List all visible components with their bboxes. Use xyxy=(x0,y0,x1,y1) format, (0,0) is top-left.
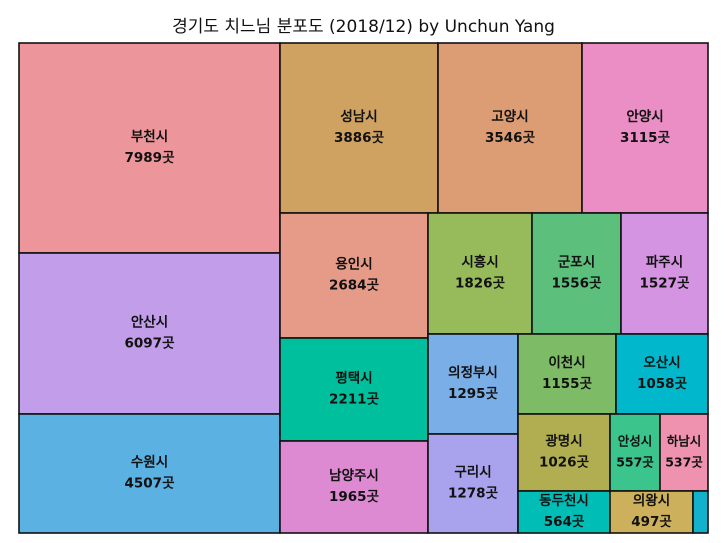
treemap-cell-의정부시: 의정부시 1295곳 xyxy=(427,333,519,435)
treemap-label-name: 고양시 xyxy=(491,109,528,125)
treemap-rect xyxy=(279,42,439,214)
treemap-cell-동두천시: 동두천시 564곳 xyxy=(517,490,611,534)
treemap-cell-군포시: 군포시 1556곳 xyxy=(531,212,622,335)
treemap-rect xyxy=(581,42,709,214)
treemap-label-value: 1155곳 xyxy=(542,376,592,392)
treemap-cell-성남시: 성남시 3886곳 xyxy=(279,42,439,214)
treemap-rect xyxy=(279,212,429,339)
treemap-rect xyxy=(659,413,709,492)
treemap-cell-남양주시: 남양주시 1965곳 xyxy=(279,440,429,534)
treemap-label-value: 1278곳 xyxy=(448,486,498,502)
treemap-rect xyxy=(609,413,661,492)
treemap-cell-평택시: 평택시 2211곳 xyxy=(279,337,429,442)
treemap-cell-안성시: 안성시 557곳 xyxy=(609,413,661,492)
treemap-rect xyxy=(18,42,281,254)
treemap-label-name: 광명시 xyxy=(545,433,582,450)
treemap-cell-의왕시: 의왕시 497곳 xyxy=(609,490,694,534)
treemap-label-name: 안산시 xyxy=(131,314,168,331)
treemap-cell-광명시: 광명시 1026곳 xyxy=(517,413,611,492)
treemap-cell-구리시: 구리시 1278곳 xyxy=(427,433,519,534)
treemap-rect xyxy=(531,212,622,335)
treemap-label-name: 남양주시 xyxy=(329,467,379,484)
treemap-cell-파주시: 파주시 1527곳 xyxy=(620,212,709,335)
treemap-label-name: 군포시 xyxy=(558,255,595,271)
treemap-label-name: 오산시 xyxy=(643,354,680,371)
treemap-label-name: 시흥시 xyxy=(461,254,498,271)
treemap-rect xyxy=(615,333,709,415)
treemap-label-value: 3546곳 xyxy=(485,130,535,146)
treemap-rect xyxy=(692,490,709,534)
treemap-label-value: 7989곳 xyxy=(125,150,175,166)
treemap-label-value: 1826곳 xyxy=(455,276,505,292)
treemap-rect xyxy=(18,413,281,534)
treemap-label-name: 파주시 xyxy=(646,255,683,271)
treemap-label-value: 1965곳 xyxy=(329,489,379,505)
treemap-label-value: 4507곳 xyxy=(125,476,175,492)
treemap-cell-안양시: 안양시 3115곳 xyxy=(581,42,709,214)
treemap-label-value: 564곳 xyxy=(544,514,585,530)
treemap-label-value: 1295곳 xyxy=(448,386,498,402)
treemap-rect xyxy=(437,42,583,214)
treemap-label-name: 이천시 xyxy=(548,354,585,371)
chart-title: 경기도 치느님 분포도 (2018/12) by Unchun Yang xyxy=(172,17,555,37)
treemap-label-value: 6097곳 xyxy=(125,336,175,352)
treemap-cell-하남시: 하남시 537곳 xyxy=(659,413,709,492)
treemap-cell-unlabeled xyxy=(692,490,709,534)
treemap-label-value: 2684곳 xyxy=(329,278,379,294)
treemap-label-name: 안성시 xyxy=(618,434,653,449)
treemap-cell-고양시: 고양시 3546곳 xyxy=(437,42,583,214)
treemap-label-name: 용인시 xyxy=(335,256,372,273)
treemap-cell-부천시: 부천시 7989곳 xyxy=(18,42,281,254)
treemap-cell-용인시: 용인시 2684곳 xyxy=(279,212,429,339)
treemap-label-name: 구리시 xyxy=(454,465,491,481)
treemap-rect xyxy=(620,212,709,335)
treemap-label-value: 3886곳 xyxy=(334,130,384,146)
treemap-label-value: 1058곳 xyxy=(637,376,687,392)
treemap-label-value: 1556곳 xyxy=(552,276,602,292)
treemap-label-value: 1026곳 xyxy=(539,455,589,471)
treemap-rect xyxy=(609,490,694,534)
treemap-cell-수원시: 수원시 4507곳 xyxy=(18,413,281,534)
treemap-label-name: 하남시 xyxy=(667,434,702,449)
treemap-rect xyxy=(18,252,281,415)
treemap-label-value: 537곳 xyxy=(665,455,703,470)
treemap-label-value: 497곳 xyxy=(631,514,672,530)
treemap-label-name: 의왕시 xyxy=(633,492,670,509)
treemap-rect xyxy=(427,212,533,335)
treemap-label-value: 557곳 xyxy=(616,455,654,470)
treemap-cell-오산시: 오산시 1058곳 xyxy=(615,333,709,415)
treemap-label-value: 2211곳 xyxy=(329,392,379,408)
treemap-label-name: 의정부시 xyxy=(448,364,498,381)
treemap-cell-안산시: 안산시 6097곳 xyxy=(18,252,281,415)
treemap-label-value: 3115곳 xyxy=(620,130,670,146)
treemap-label-name: 안양시 xyxy=(626,108,663,125)
treemap-label-name: 동두천시 xyxy=(539,493,589,509)
treemap-rect xyxy=(517,333,617,415)
treemap-cell-시흥시: 시흥시 1826곳 xyxy=(427,212,533,335)
treemap-cell-이천시: 이천시 1155곳 xyxy=(517,333,617,415)
treemap-label-name: 성남시 xyxy=(340,108,377,125)
treemap-rect xyxy=(279,337,429,442)
treemap-rect xyxy=(427,333,519,435)
treemap-rect xyxy=(517,413,611,492)
treemap-label-name: 평택시 xyxy=(335,370,372,387)
treemap-label-value: 1527곳 xyxy=(640,276,690,292)
treemap-label-name: 부천시 xyxy=(131,129,168,145)
treemap-rect xyxy=(279,440,429,534)
treemap-label-name: 수원시 xyxy=(131,455,168,471)
treemap-rect xyxy=(427,433,519,534)
